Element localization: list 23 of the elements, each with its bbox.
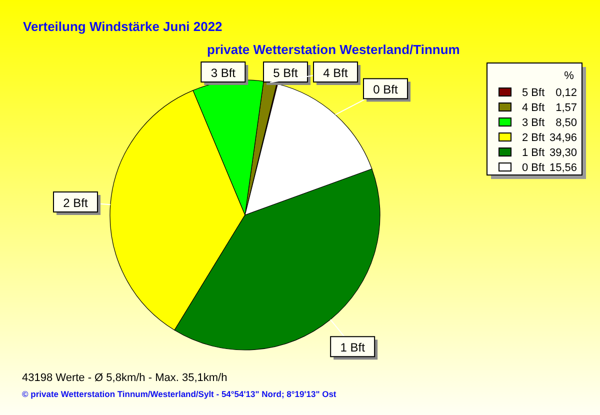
text: © private Wetterstation Tinnum/Westerland/Sylt - 54°54'13" Nord; 8°19'13" Ost [22,389,336,399]
legend-label: 1 Bft [522,147,545,159]
data-label: 8,50 [556,117,577,129]
legend-label: 4 Bft [522,102,545,114]
data-label: 39,30 [549,147,577,159]
data-label: 1,57 [556,102,577,114]
legend-label: 5 Bft [522,87,545,99]
slice-label: 3 Bft [210,66,236,80]
slice-label: 0 Bft [373,82,399,97]
slice-label: 5 Bft [273,66,299,80]
data-label: 34,96 [549,132,577,144]
legend-label: 2 Bft [522,132,545,144]
legend-title: % [564,70,574,82]
data-label: 0,12 [556,87,577,99]
chart-subtitle: private Wetterstation Westerland/Tinnum [207,42,460,57]
slice-label: 2 Bft [63,196,89,210]
legend-label: 0 Bft [522,162,545,174]
slice-label: 4 Bft [323,66,349,80]
data-label: 15,56 [549,162,577,174]
text: 43198 Werte - Ø 5,8km/h - Max. 35,1km/h [22,372,228,384]
chart-title: Verteilung Windstärke Juni 2022 [23,19,222,34]
slice-label: 1 Bft [340,340,366,355]
legend-label: 3 Bft [522,117,545,129]
